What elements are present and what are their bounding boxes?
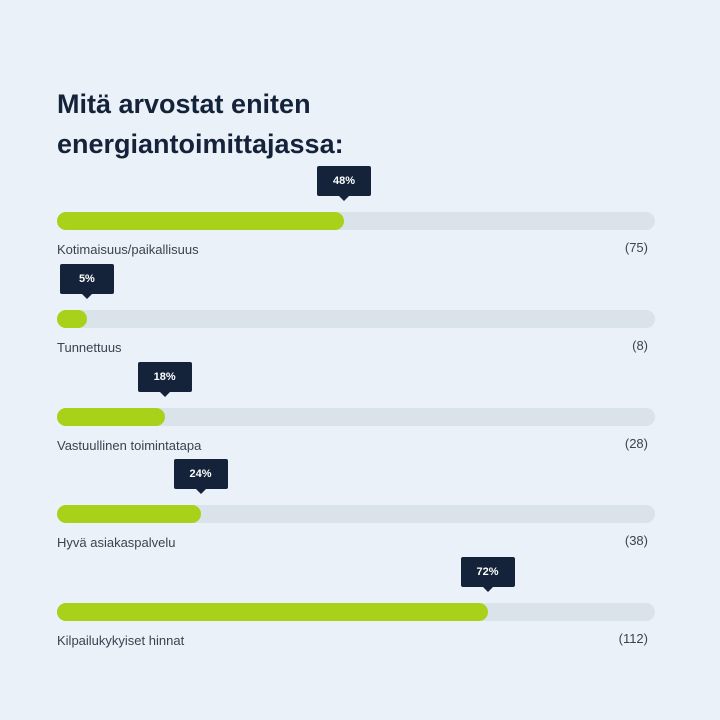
category-label: Tunnettuus — [57, 339, 122, 355]
value-tooltip: 48% — [317, 166, 372, 201]
category-label: Hyvä asiakaspalvelu — [57, 535, 176, 551]
bar-fill — [57, 505, 201, 524]
count-label: (28) — [624, 435, 648, 451]
count-label: (112) — [618, 631, 648, 647]
value-tooltip: 18% — [137, 361, 192, 397]
bar-row: 48% Kotimaisuus/paikallisuus (75) — [57, 166, 655, 257]
count-label: (75) — [624, 240, 648, 255]
bar-row: 5% Tunnettuus (8) — [57, 263, 655, 355]
category-label: Kotimaisuus/paikallisuus — [57, 242, 199, 257]
bar-track — [57, 212, 655, 230]
value-tooltip: 72% — [460, 557, 515, 593]
bar-track — [57, 407, 655, 426]
count-label: (38) — [624, 533, 648, 549]
count-label: (8) — [632, 337, 648, 353]
bar-track — [57, 309, 655, 328]
chart-title: Mitä arvostat eniten energiantoimittajas… — [57, 89, 344, 159]
bar-track — [57, 505, 655, 524]
bar-fill — [57, 212, 345, 230]
value-tooltip: 24% — [173, 459, 228, 495]
bar-row: 18% Vastuullinen toimintatapa (28) — [57, 361, 655, 453]
category-label: Vastuullinen toimintatapa — [57, 437, 202, 453]
value-tooltip: 5% — [59, 263, 114, 299]
bar-row: 72% Kilpailukykyiset hinnat (112) — [57, 557, 655, 649]
bar-fill — [57, 309, 87, 328]
bar-fill — [57, 407, 165, 426]
bar-track — [57, 603, 655, 622]
category-label: Kilpailukykyiset hinnat — [57, 633, 185, 649]
bar-row: 24% Hyvä asiakaspalvelu (38) — [57, 459, 655, 551]
bar-fill — [57, 603, 488, 622]
